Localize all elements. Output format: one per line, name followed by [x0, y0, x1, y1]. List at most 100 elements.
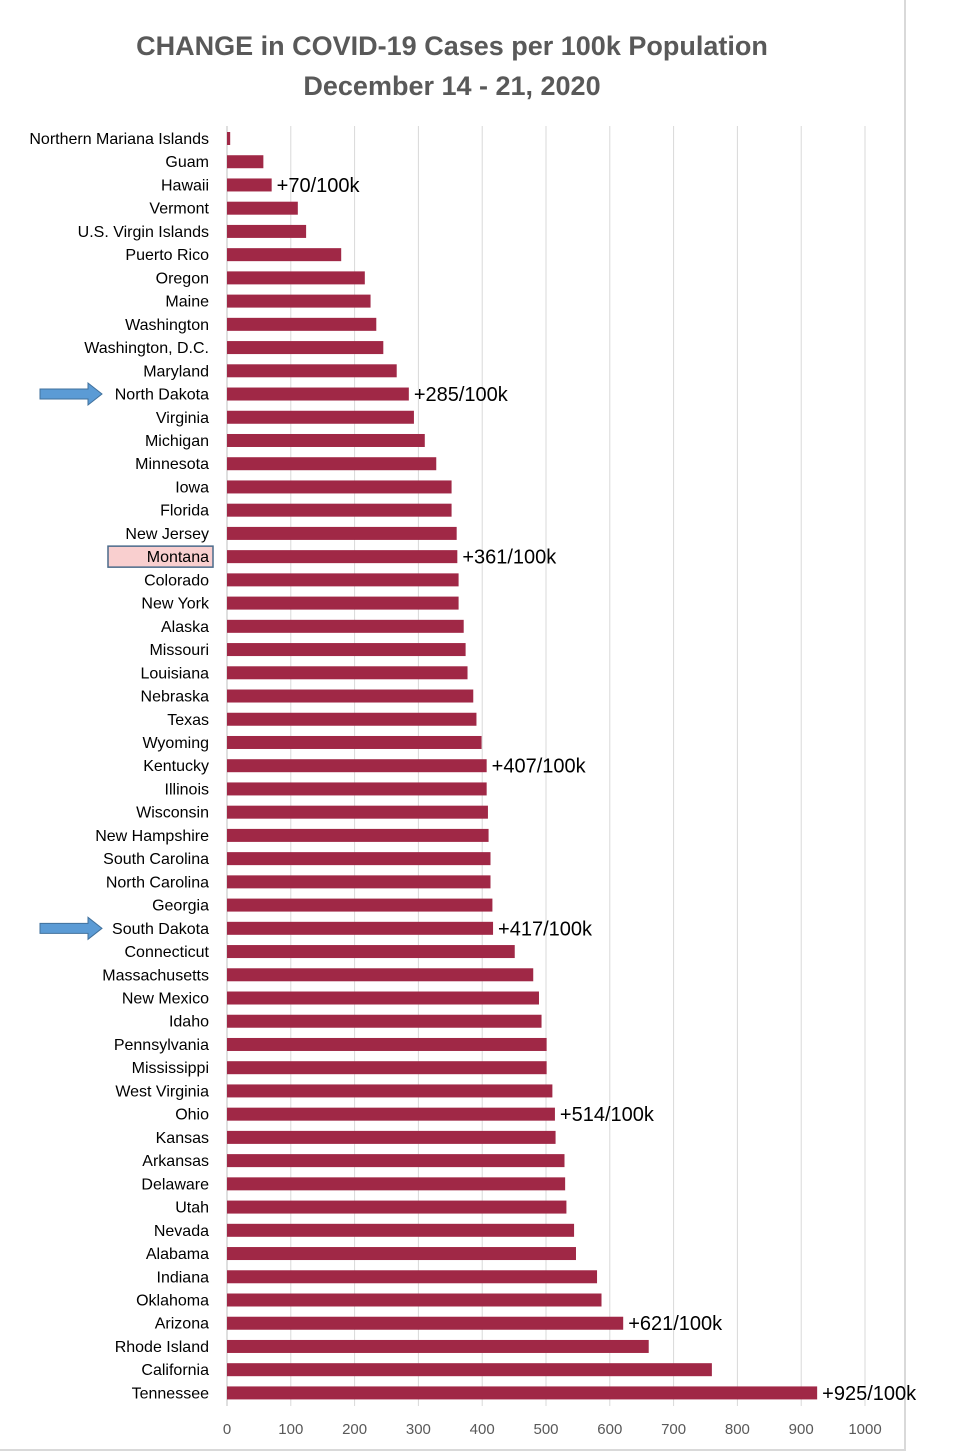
bar [227, 155, 264, 169]
data-label: +407/100k [492, 756, 587, 778]
category-label: South Carolina [103, 851, 209, 868]
bar [227, 643, 466, 657]
category-label: Wisconsin [136, 805, 209, 822]
x-tick-label: 600 [597, 1421, 622, 1438]
category-label: Washington [125, 317, 209, 334]
bar [227, 341, 384, 355]
category-label: New York [141, 596, 210, 613]
category-label: Kentucky [143, 758, 209, 775]
bar [227, 1316, 624, 1330]
bar [227, 178, 272, 192]
category-label: Rhode Island [115, 1339, 209, 1356]
bar [227, 1247, 576, 1261]
bar [227, 248, 342, 262]
bar [227, 828, 489, 842]
bar [227, 503, 452, 517]
bar [227, 1200, 567, 1214]
bar [227, 945, 515, 959]
chart-frame [0, 0, 906, 1451]
bar [227, 410, 414, 424]
category-label: Ohio [175, 1107, 209, 1124]
category-label: Utah [175, 1200, 209, 1217]
category-label: Alaska [161, 619, 209, 636]
bar [227, 805, 488, 819]
bar [227, 457, 437, 471]
category-label: Wyoming [142, 735, 209, 752]
bar [227, 224, 307, 238]
x-tick-label: 500 [533, 1421, 558, 1438]
x-tick-labels: 0 100 200 300 400 500 600 700 800 900 1000 [223, 1421, 882, 1438]
category-label: Pennsylvania [114, 1037, 209, 1054]
bar [227, 619, 464, 633]
x-tick-label: 700 [661, 1421, 686, 1438]
category-label: Texas [167, 712, 209, 729]
arrows [39, 382, 103, 941]
x-tick-label: 400 [470, 1421, 495, 1438]
data-label: +361/100k [462, 547, 557, 569]
bar [227, 898, 493, 912]
category-label: Oklahoma [136, 1293, 209, 1310]
category-label: Mississippi [132, 1060, 209, 1077]
category-label: Iowa [175, 479, 209, 496]
category-label: West Virginia [115, 1083, 209, 1100]
category-label: Virginia [156, 410, 209, 427]
category-label: Montana [147, 549, 209, 566]
bar [227, 875, 491, 889]
arrow-right-icon [39, 382, 103, 407]
bar [227, 666, 468, 680]
category-label: Tennessee [132, 1385, 209, 1402]
bar [227, 1014, 542, 1028]
bar [227, 1037, 547, 1051]
bar [227, 1363, 712, 1377]
category-label: New Mexico [122, 991, 209, 1008]
x-tick-label: 800 [725, 1421, 750, 1438]
highlight-box [107, 545, 214, 568]
bar [227, 480, 452, 494]
data-labels: +70/100k +285/100k +361/100k +407/100k +417/… [277, 175, 917, 1405]
category-label: Florida [160, 503, 209, 520]
bar [227, 921, 494, 935]
highlight-layer [107, 545, 214, 568]
category-label: North Carolina [106, 874, 209, 891]
bar [227, 201, 298, 215]
bar [227, 1386, 818, 1400]
bar [227, 1339, 649, 1353]
category-label: Northern Mariana Islands [29, 131, 209, 148]
bar [227, 1084, 553, 1098]
category-label: Missouri [149, 642, 209, 659]
category-label: Maine [165, 294, 209, 311]
category-label: Massachusetts [102, 967, 209, 984]
x-tick-label: 0 [223, 1421, 231, 1438]
bar [227, 1061, 547, 1075]
bar [227, 433, 425, 447]
category-label: Idaho [169, 1014, 209, 1031]
bar [227, 526, 457, 540]
category-label: Vermont [149, 201, 209, 218]
chart-title-line: CHANGE in COVID-19 Cases per 100k Popula… [136, 31, 768, 61]
bars [227, 132, 818, 1400]
data-label: +925/100k [822, 1383, 917, 1405]
data-label: +70/100k [277, 175, 361, 197]
bar [227, 689, 474, 703]
category-label: Delaware [141, 1176, 209, 1193]
bar [227, 573, 459, 587]
bar [227, 1154, 565, 1168]
category-label: Kansas [156, 1130, 209, 1147]
x-tick-label: 100 [278, 1421, 303, 1438]
category-label: North Dakota [115, 387, 209, 404]
bar [227, 735, 482, 749]
category-label: Maryland [143, 363, 209, 380]
bar [227, 759, 487, 773]
category-label: Oregon [156, 270, 209, 287]
bar [227, 1223, 575, 1237]
data-label: +621/100k [628, 1313, 723, 1335]
bar [227, 1270, 598, 1284]
bar [227, 852, 491, 866]
category-label: New Hampshire [95, 828, 209, 845]
data-label: +285/100k [414, 384, 509, 406]
category-label: Nevada [154, 1223, 209, 1240]
bar [227, 712, 477, 726]
category-label: Puerto Rico [125, 247, 209, 264]
bar [227, 364, 397, 378]
